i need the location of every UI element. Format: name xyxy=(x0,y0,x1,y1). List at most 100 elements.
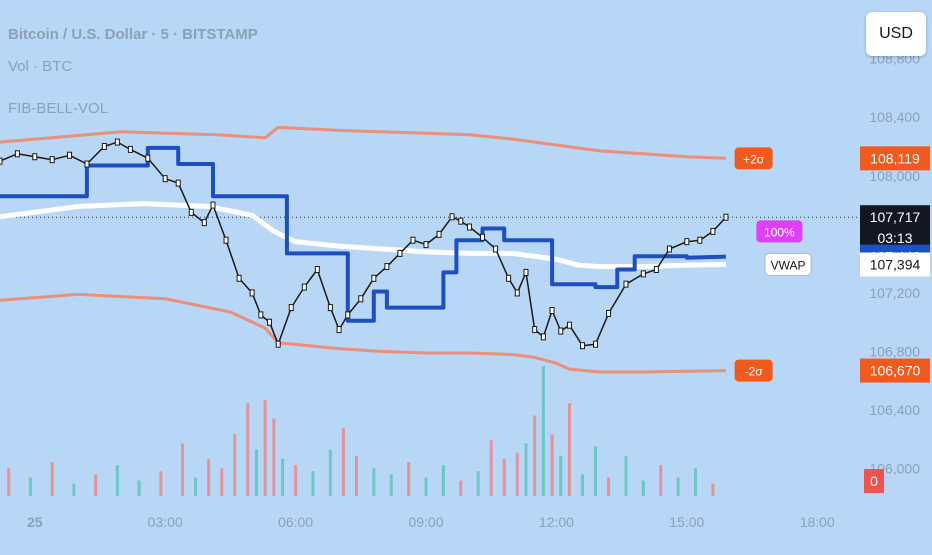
volume-bar xyxy=(181,443,185,496)
y-tick-label: 107,200 xyxy=(869,285,920,301)
x-tick-label: 15:00 xyxy=(669,514,704,530)
candle xyxy=(301,283,307,291)
price-label-box xyxy=(860,146,930,171)
candle xyxy=(549,307,555,315)
series-2-line xyxy=(0,292,726,374)
candle xyxy=(466,223,472,231)
volume-bar xyxy=(254,449,258,496)
annotation-label: -2σ xyxy=(745,365,764,379)
fib-indicator-label[interactable]: FIB-BELL-VOL xyxy=(8,100,109,117)
annotation-tag xyxy=(756,220,803,243)
volume-value-box xyxy=(864,469,884,493)
price-label: 108,119 xyxy=(870,150,920,166)
x-tick-label: 12:00 xyxy=(539,514,574,530)
volume-bar xyxy=(50,461,54,496)
candle xyxy=(145,154,151,162)
candle xyxy=(410,236,416,244)
candle xyxy=(127,145,133,153)
volume-bar xyxy=(354,455,358,496)
y-tick-label: 108,400 xyxy=(869,109,920,125)
candle xyxy=(423,241,429,249)
volume-bar xyxy=(28,477,32,496)
y-tick-label: 108,000 xyxy=(869,168,920,184)
candle xyxy=(223,236,229,244)
volume-bar xyxy=(489,440,493,496)
candle xyxy=(84,160,90,168)
volume-bar xyxy=(407,461,411,496)
candle xyxy=(436,230,442,238)
chart-title: Bitcoin / U.S. Dollar · 5 · BITSTAMP xyxy=(8,26,258,43)
volume-indicator-label[interactable]: Vol · BTC xyxy=(8,58,73,75)
candle xyxy=(523,268,529,276)
volume-bar xyxy=(476,471,480,496)
volume-bar xyxy=(459,480,463,496)
volume-bar xyxy=(441,465,445,496)
candle xyxy=(653,266,659,274)
volume-bar xyxy=(194,477,198,496)
volume-bar xyxy=(515,452,519,496)
volume-bar xyxy=(115,465,119,496)
candle xyxy=(358,295,364,303)
volume-bar xyxy=(594,446,598,496)
volume-bar xyxy=(550,434,554,496)
candle xyxy=(258,311,264,319)
volume-bar xyxy=(159,471,163,496)
volume-bar xyxy=(281,458,285,496)
x-tick-label: 06:00 xyxy=(278,514,313,530)
candle xyxy=(558,327,564,335)
volume-bar xyxy=(524,443,528,496)
candle xyxy=(371,274,377,282)
price-label-box xyxy=(860,252,930,277)
candle xyxy=(67,151,73,159)
volume-bar xyxy=(559,455,563,496)
candle xyxy=(288,304,294,312)
currency-button[interactable]: USD xyxy=(866,12,926,56)
volume-bar xyxy=(220,468,224,496)
candle xyxy=(480,233,486,241)
candle xyxy=(336,326,342,334)
candle xyxy=(397,249,403,257)
price-label: 107,394 xyxy=(870,257,921,273)
candle xyxy=(14,150,20,158)
candle xyxy=(162,175,168,183)
candle xyxy=(0,157,3,165)
annotation-tag xyxy=(734,359,773,382)
volume-bar xyxy=(607,477,611,496)
candle xyxy=(345,311,351,319)
volume-bar xyxy=(328,449,332,496)
candle xyxy=(327,304,333,312)
candle xyxy=(697,236,703,244)
price-label-box xyxy=(860,205,930,250)
volume-bar xyxy=(541,366,545,496)
candle xyxy=(458,217,464,225)
candle xyxy=(188,208,194,216)
candle xyxy=(606,309,612,317)
volume-value-label: 0 xyxy=(870,473,878,489)
candle xyxy=(101,142,107,150)
volume-bar xyxy=(311,471,315,496)
candle xyxy=(540,333,546,341)
candle xyxy=(201,219,207,227)
candle xyxy=(684,238,690,246)
volume-bar xyxy=(94,474,98,496)
x-tick-label: 18:00 xyxy=(800,514,835,530)
candle xyxy=(566,321,572,329)
candle xyxy=(449,213,455,221)
annotation-label: 100% xyxy=(764,225,795,239)
volume-bar xyxy=(659,465,663,496)
candle xyxy=(640,270,646,278)
candle xyxy=(532,326,538,334)
candle xyxy=(236,274,242,282)
volume-bar xyxy=(641,480,645,496)
candle xyxy=(723,213,729,221)
annotation-tag xyxy=(764,253,812,277)
candle xyxy=(210,201,216,209)
candle xyxy=(249,289,255,297)
volume-bar xyxy=(207,458,211,496)
volume-bar xyxy=(424,477,428,496)
annotation-tag xyxy=(734,147,773,170)
level-line xyxy=(0,145,726,323)
candle xyxy=(384,263,390,271)
